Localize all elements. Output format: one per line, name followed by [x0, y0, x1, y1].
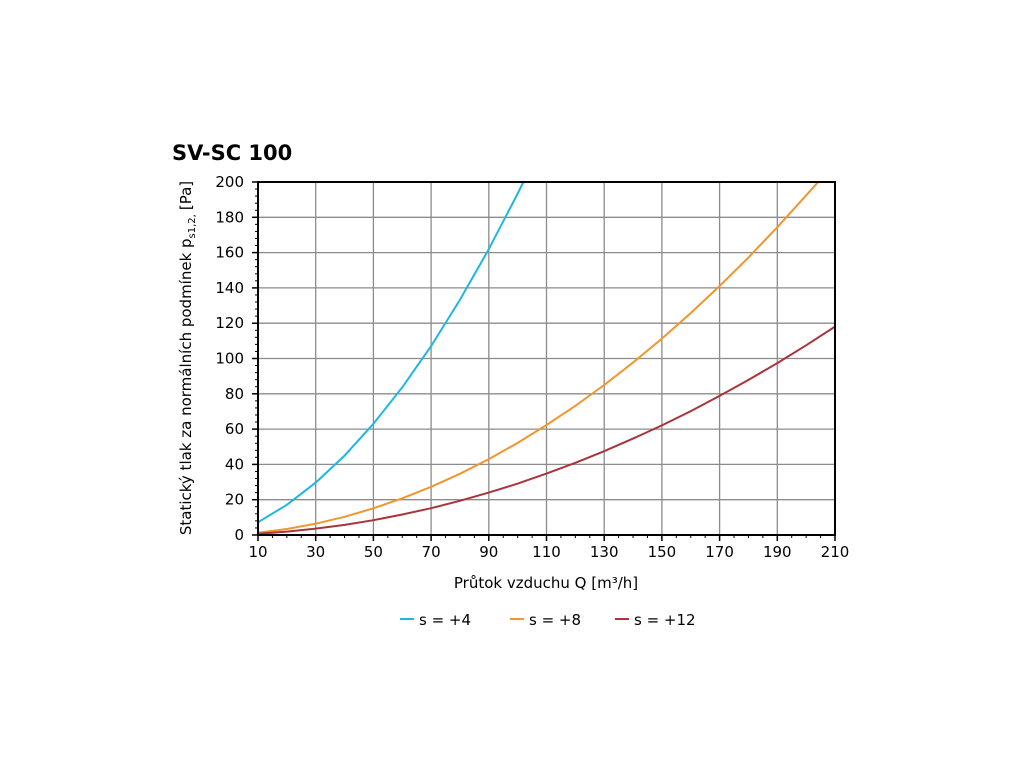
series-line-1: [257, 181, 525, 524]
x-tick-label: 110: [532, 543, 561, 561]
legend: s = +4 s = +8 s = +12: [400, 611, 696, 629]
y-tick-label: 100: [215, 350, 244, 368]
series-line-3: [257, 325, 836, 535]
grid: [257, 181, 836, 536]
y-axis-label-main: Statický tlak za normálních podmínek p: [177, 238, 195, 535]
x-axis-label: Průtok vzduchu Q [m³/h]: [454, 574, 638, 592]
x-tick-label: 130: [590, 543, 619, 561]
x-tick-label: 50: [364, 543, 383, 561]
y-tick-label: 160: [215, 244, 244, 262]
y-tick-label: 80: [225, 385, 244, 403]
x-tick-label: 30: [306, 543, 325, 561]
x-tick-label: 10: [248, 543, 267, 561]
x-tick-label: 170: [705, 543, 734, 561]
legend-label: s = +12: [634, 611, 696, 629]
y-tick-label: 200: [215, 173, 244, 191]
y-tick-label: 0: [234, 526, 244, 544]
y-tick-label: 140: [215, 279, 244, 297]
x-tick-label: 210: [821, 543, 850, 561]
chart-title: SV-SC 100: [172, 141, 292, 165]
x-tick-label: 90: [479, 543, 498, 561]
x-tick-label: 190: [763, 543, 792, 561]
y-axis-label: Statický tlak za normálních podmínek ps1…: [177, 181, 198, 535]
series-line-2: [257, 181, 819, 534]
legend-label: s = +8: [529, 611, 581, 629]
x-tick-label: 150: [648, 543, 677, 561]
y-axis-label-unit: [Pa]: [177, 181, 195, 210]
ticks: 10 30 50 70 90 110 130 150 170 190 210 0 20 40 60 80 100…: [215, 173, 849, 561]
x-tick-label: 70: [422, 543, 441, 561]
y-tick-label: 60: [225, 420, 244, 438]
curves: [257, 181, 836, 535]
y-axis-label-sub: s1,2,: [187, 214, 198, 238]
y-tick-label: 20: [225, 491, 244, 509]
y-tick-label: 120: [215, 314, 244, 332]
legend-label: s = +4: [419, 611, 471, 629]
y-tick-label: 40: [225, 455, 244, 473]
y-tick-label: 180: [215, 208, 244, 226]
